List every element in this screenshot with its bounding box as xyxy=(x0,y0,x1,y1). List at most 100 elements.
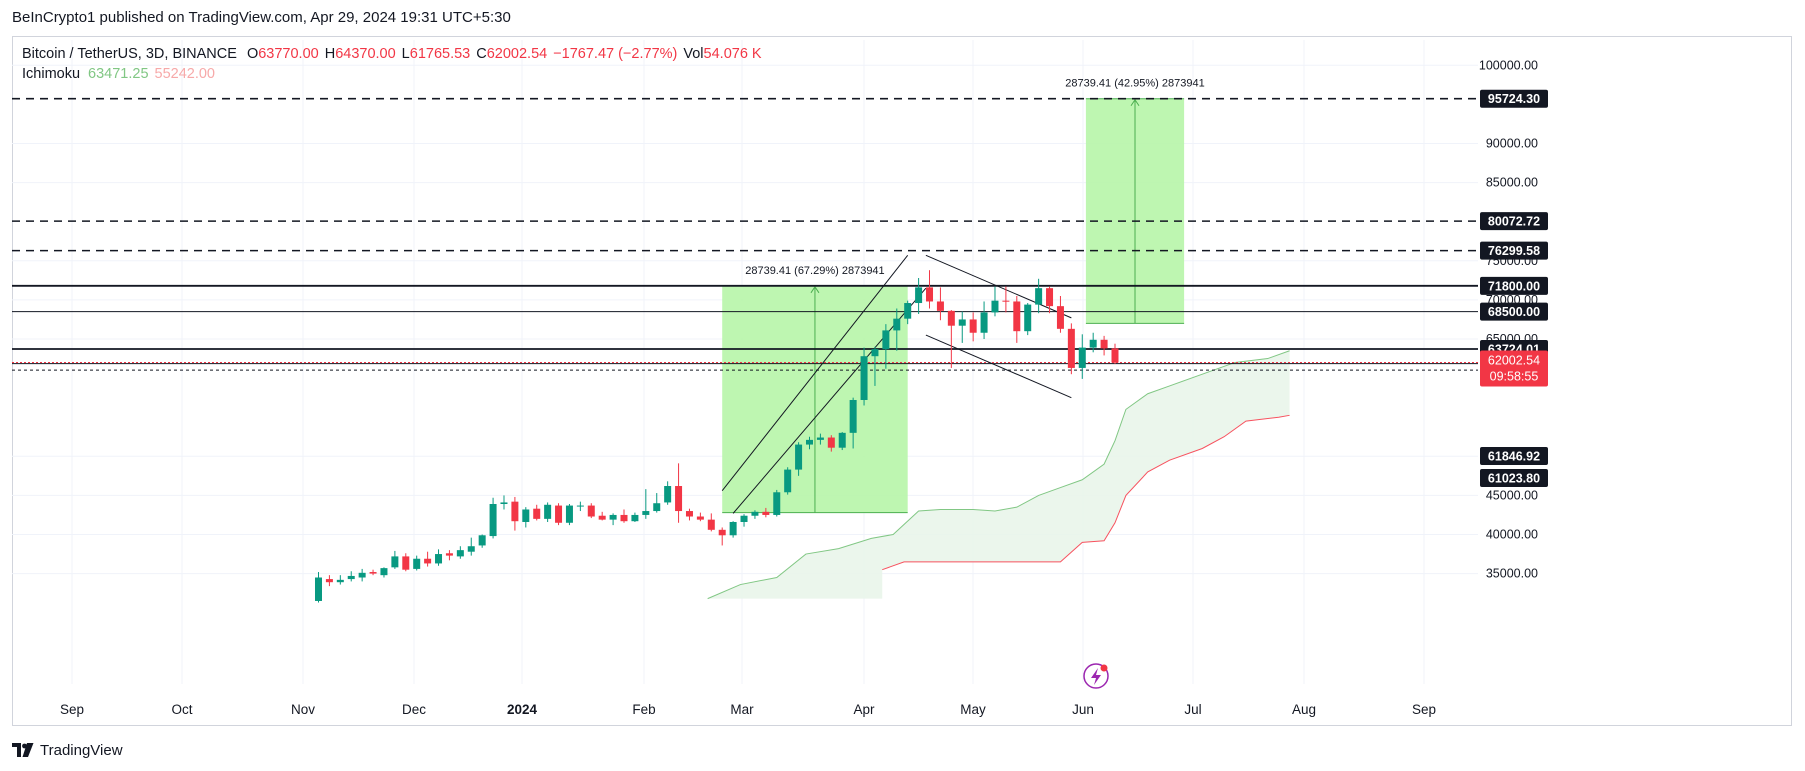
price-level-badge xyxy=(1480,89,1548,108)
candle-body xyxy=(587,505,595,517)
candle-body xyxy=(456,550,464,557)
time-axis-label: Aug xyxy=(1292,702,1316,717)
candle xyxy=(816,433,824,445)
candle-body xyxy=(347,575,355,580)
price-axis-tick-label: 40000.00 xyxy=(1486,528,1538,542)
candle xyxy=(544,502,552,522)
candle-body xyxy=(1100,339,1108,349)
price-axis-tick-label: 90000.00 xyxy=(1486,137,1538,151)
candle-body xyxy=(1035,288,1043,305)
candle xyxy=(915,278,923,314)
candle-body xyxy=(805,439,813,445)
candle xyxy=(1046,286,1054,314)
ichimoku-span-b-line xyxy=(882,414,1290,571)
candle-body xyxy=(642,511,650,515)
candle xyxy=(336,575,344,585)
candle-body xyxy=(380,568,388,576)
candle-body xyxy=(958,319,966,326)
candle-body xyxy=(838,432,846,448)
candle-body xyxy=(893,318,901,331)
candle-body xyxy=(609,514,617,520)
price-axis-tick-label: 85000.00 xyxy=(1486,176,1538,190)
candle-body xyxy=(467,546,475,552)
measure-arrow-head xyxy=(1130,98,1140,107)
time-axis-label: 2024 xyxy=(507,702,538,717)
time-axis-label: Nov xyxy=(291,702,315,717)
candle xyxy=(314,572,322,603)
candle xyxy=(980,301,988,339)
candle-body xyxy=(522,509,530,522)
candle-body xyxy=(707,519,715,530)
candle-body xyxy=(816,437,824,440)
candle xyxy=(1078,334,1086,379)
candle-body xyxy=(969,319,977,333)
candle xyxy=(456,546,464,559)
last-price-label: 62002.54 xyxy=(1488,353,1540,367)
candle xyxy=(936,287,944,321)
candle xyxy=(805,436,813,450)
candle-body xyxy=(598,515,606,520)
tradingview-logo-icon[interactable] xyxy=(12,743,34,757)
candle xyxy=(609,513,617,526)
candle xyxy=(893,308,901,351)
event-bolt-icon[interactable] xyxy=(1083,663,1109,689)
candle-body xyxy=(358,572,366,578)
candle xyxy=(838,432,846,451)
candle xyxy=(685,508,693,521)
candle xyxy=(402,553,410,572)
candle xyxy=(1002,286,1010,313)
price-level-badge xyxy=(1480,469,1548,487)
candle-body xyxy=(784,469,792,493)
bar-countdown-label: 09:58:55 xyxy=(1490,369,1539,383)
ichimoku-indicator-label[interactable]: Ichimoku xyxy=(22,66,81,82)
candle-body xyxy=(915,287,923,304)
change-value: −1767.47 (−2.77%) xyxy=(553,46,678,62)
symbol-title[interactable]: Bitcoin / TetherUS, 3D, BINANCE xyxy=(22,46,237,62)
candle xyxy=(511,496,519,531)
event-bolt-icon-dot xyxy=(1100,664,1108,672)
price-level-badge xyxy=(1480,302,1548,321)
candle xyxy=(784,467,792,495)
candle-body xyxy=(445,553,453,556)
candle xyxy=(1067,323,1075,375)
candle-body xyxy=(936,301,944,311)
price-level-badge-label: 61846.92 xyxy=(1488,450,1540,464)
time-axis-label: Feb xyxy=(632,702,655,717)
candle-body xyxy=(544,504,552,519)
candle xyxy=(926,270,934,309)
price-axis-tick-label: 100000.00 xyxy=(1479,58,1538,72)
candle-body xyxy=(991,300,999,313)
candle-body xyxy=(489,504,497,537)
candle xyxy=(1111,343,1119,365)
tradingview-brand[interactable]: TradingView xyxy=(40,741,123,759)
candle xyxy=(478,534,486,548)
candle-body xyxy=(664,486,672,503)
candle xyxy=(1024,303,1032,336)
candle-body xyxy=(904,303,912,319)
candle-body xyxy=(478,535,486,546)
measure-label: 28739.41 (42.95%) 2873941 xyxy=(1065,78,1204,90)
ichimoku-span-b-value: 55242.00 xyxy=(154,66,215,82)
candle-body xyxy=(718,529,726,536)
volume-label: Vol xyxy=(683,46,704,62)
high-label: H xyxy=(324,46,336,62)
descending-channel-line xyxy=(925,334,1072,399)
candle xyxy=(1013,295,1021,343)
candle xyxy=(860,347,868,406)
candle-body xyxy=(653,503,661,512)
candle-body xyxy=(325,579,333,583)
candle-body xyxy=(1002,300,1010,302)
candle xyxy=(762,507,770,518)
ichimoku-span-a-value: 63471.25 xyxy=(88,66,149,82)
time-axis-label: Sep xyxy=(60,702,84,717)
close-value: 62002.54 xyxy=(486,46,548,62)
chart-frame xyxy=(12,36,1792,726)
price-level-badge-label: 95724.30 xyxy=(1488,92,1540,106)
low-label: L xyxy=(401,46,410,62)
candle-body xyxy=(795,444,803,470)
time-axis-label: Sep xyxy=(1412,702,1436,717)
candle-body xyxy=(631,514,639,522)
candle-body xyxy=(675,486,683,512)
candle xyxy=(871,346,879,386)
